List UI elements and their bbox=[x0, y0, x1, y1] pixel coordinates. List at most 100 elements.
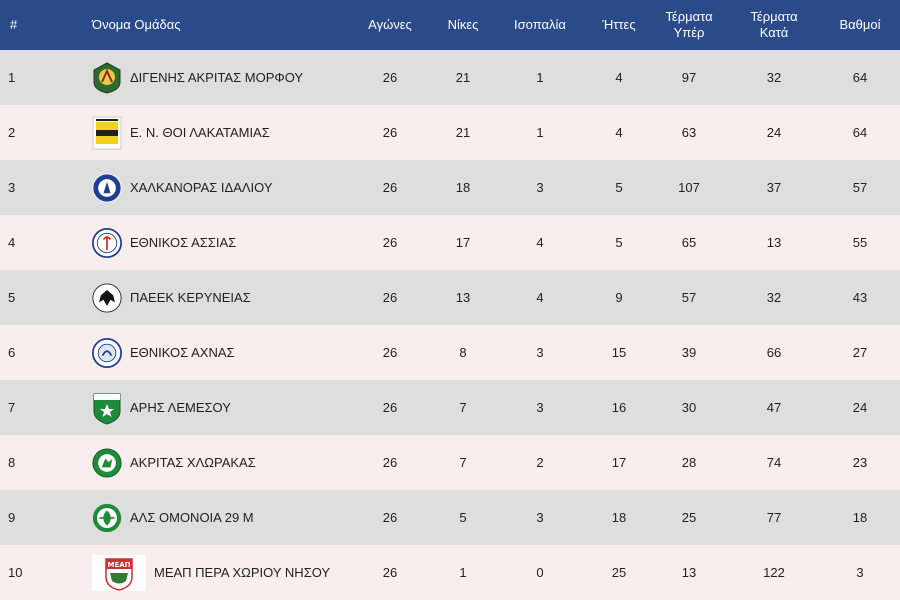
team-name[interactable]: Ε. Ν. ΘΟΙ ΛΑΚΑΤΑΜΙΑΣ bbox=[130, 125, 270, 140]
losses-cell: 25 bbox=[611, 565, 627, 580]
header-goals-against-line2: Κατά bbox=[759, 25, 789, 40]
goals-for-cell: 30 bbox=[681, 400, 697, 415]
table-row: 8 ΑΚΡΙΤΑΣ ΧΛΩΡΑΚΑΣ 26 7 2 17 28 bbox=[0, 435, 900, 490]
header-goals-against-line1: Τέρματα bbox=[750, 9, 798, 24]
table-row: 1 ΔΙΓΕΝΗΣ ΑΚΡΙΤΑΣ ΜΟΡΦΟΥ 26 21 1 4 bbox=[0, 50, 900, 105]
rank-cell: 9 bbox=[8, 510, 16, 525]
points-cell: 18 bbox=[852, 510, 868, 525]
team-cell: ΑΡΗΣ ΛΕΜΕΣΟΥ bbox=[46, 380, 346, 435]
points-cell: 27 bbox=[852, 345, 868, 360]
team-name[interactable]: ΕΘΝΙΚΟΣ ΑΧΝΑΣ bbox=[130, 345, 235, 360]
goals-for-cell: 97 bbox=[681, 70, 697, 85]
team-name[interactable]: ΜΕΑΠ ΠΕΡΑ ΧΩΡΙΟΥ ΝΗΣΟΥ bbox=[154, 565, 331, 580]
goals-against-cell: 47 bbox=[766, 400, 782, 415]
goals-against-cell: 74 bbox=[766, 455, 782, 470]
rank-cell: 2 bbox=[8, 125, 16, 140]
wins-cell: 5 bbox=[459, 510, 467, 525]
table-row: 10 ΜΕΑΠ ΜΕΑΠ ΠΕΡΑ ΧΩΡΙΟΥ ΝΗΣΟΥ bbox=[0, 545, 900, 600]
played-cell: 26 bbox=[382, 345, 398, 360]
rank-cell: 3 bbox=[8, 180, 16, 195]
team-cell: ΠΑΕΕΚ ΚΕΡΥΝΕΙΑΣ bbox=[46, 270, 346, 325]
points-cell: 55 bbox=[852, 235, 868, 250]
chalkanoras-logo-icon bbox=[92, 172, 122, 204]
table-row: 5 ΠΑΕΕΚ ΚΕΡΥΝΕΙΑΣ 26 13 4 9 57 32 43 bbox=[0, 270, 900, 325]
header-team: Όνομα Ομάδας bbox=[92, 17, 181, 32]
losses-cell: 15 bbox=[611, 345, 627, 360]
played-cell: 26 bbox=[382, 510, 398, 525]
goals-against-cell: 66 bbox=[766, 345, 782, 360]
header-rank: # bbox=[10, 17, 18, 32]
table-row: 2 Ε. Ν. ΘΟΙ ΛΑΚΑΤΑΜΙΑΣ 26 21 1 bbox=[0, 105, 900, 160]
played-cell: 26 bbox=[382, 565, 398, 580]
team-name[interactable]: ΕΘΝΙΚΟΣ ΑΣΣΙΑΣ bbox=[130, 235, 237, 250]
losses-cell: 5 bbox=[615, 235, 623, 250]
losses-cell: 4 bbox=[615, 70, 623, 85]
points-cell: 64 bbox=[852, 70, 868, 85]
points-cell: 23 bbox=[852, 455, 868, 470]
wins-cell: 17 bbox=[455, 235, 471, 250]
losses-cell: 4 bbox=[615, 125, 623, 140]
draws-cell: 4 bbox=[536, 290, 544, 305]
played-cell: 26 bbox=[382, 290, 398, 305]
ethnikos-achnas-logo-icon bbox=[92, 337, 122, 369]
rank-cell: 6 bbox=[8, 345, 16, 360]
goals-for-cell: 107 bbox=[678, 180, 700, 195]
team-name[interactable]: ΔΙΓΕΝΗΣ ΑΚΡΙΤΑΣ ΜΟΡΦΟΥ bbox=[130, 70, 304, 85]
rank-cell: 5 bbox=[8, 290, 16, 305]
draws-cell: 1 bbox=[536, 70, 544, 85]
rank-cell: 1 bbox=[8, 70, 16, 85]
header-goals-for-line1: Τέρματα bbox=[665, 9, 713, 24]
goals-against-cell: 32 bbox=[766, 70, 782, 85]
team-cell: ΜΕΑΠ ΜΕΑΠ ΠΕΡΑ ΧΩΡΙΟΥ ΝΗΣΟΥ bbox=[46, 545, 346, 600]
team-cell: ΕΘΝΙΚΟΣ ΑΣΣΙΑΣ bbox=[46, 215, 346, 270]
paeek-logo-icon bbox=[92, 282, 122, 314]
table-row: 7 ΑΡΗΣ ΛΕΜΕΣΟΥ 26 7 3 16 30 4 bbox=[0, 380, 900, 435]
goals-for-cell: 28 bbox=[681, 455, 697, 470]
goals-against-cell: 32 bbox=[766, 290, 782, 305]
rank-cell: 4 bbox=[8, 235, 16, 250]
header-goals-against: Τέρματα Κατά bbox=[728, 0, 820, 50]
played-cell: 26 bbox=[382, 125, 398, 140]
draws-cell: 4 bbox=[536, 235, 544, 250]
draws-cell: 3 bbox=[536, 345, 544, 360]
played-cell: 26 bbox=[382, 235, 398, 250]
losses-cell: 18 bbox=[611, 510, 627, 525]
akritas-logo-icon bbox=[92, 447, 122, 479]
aris-logo-icon bbox=[92, 392, 122, 425]
header-points: Βαθμοί bbox=[839, 17, 881, 32]
points-cell: 64 bbox=[852, 125, 868, 140]
goals-for-cell: 25 bbox=[681, 510, 697, 525]
wins-cell: 8 bbox=[459, 345, 467, 360]
wins-cell: 1 bbox=[459, 565, 467, 580]
losses-cell: 9 bbox=[615, 290, 623, 305]
rank-cell: 8 bbox=[8, 455, 16, 470]
team-name[interactable]: ΑΡΗΣ ΛΕΜΕΣΟΥ bbox=[130, 400, 231, 415]
team-name[interactable]: ΧΑΛΚΑΝΟΡΑΣ ΙΔΑΛΙΟΥ bbox=[130, 180, 273, 195]
goals-against-cell: 77 bbox=[766, 510, 782, 525]
wins-cell: 13 bbox=[455, 290, 471, 305]
goals-for-cell: 63 bbox=[681, 125, 697, 140]
header-losses: Ήττες bbox=[602, 17, 636, 32]
table-row: 9 ΑΛΣ ΟΜΟΝΟΙΑ 29 Μ 26 5 3 bbox=[0, 490, 900, 545]
meap-logo-icon: ΜΕΑΠ bbox=[92, 554, 146, 591]
table-row: 4 ΕΘΝΙΚΟΣ ΑΣΣΙΑΣ 26 17 4 5 65 bbox=[0, 215, 900, 270]
table-row: 6 ΕΘΝΙΚΟΣ ΑΧΝΑΣ 26 8 3 15 39 bbox=[0, 325, 900, 380]
team-name[interactable]: ΠΑΕΕΚ ΚΕΡΥΝΕΙΑΣ bbox=[130, 290, 251, 305]
team-cell: ΔΙΓΕΝΗΣ ΑΚΡΙΤΑΣ ΜΟΡΦΟΥ bbox=[46, 50, 346, 105]
goals-for-cell: 39 bbox=[681, 345, 697, 360]
goals-for-cell: 13 bbox=[681, 565, 697, 580]
wins-cell: 21 bbox=[455, 70, 471, 85]
table-row: 3 ΧΑΛΚΑΝΟΡΑΣ ΙΔΑΛΙΟΥ 26 18 3 5 107 bbox=[0, 160, 900, 215]
header-goals-for: Τέρματα Υπέρ bbox=[650, 0, 728, 50]
team-name[interactable]: ΑΚΡΙΤΑΣ ΧΛΩΡΑΚΑΣ bbox=[130, 455, 256, 470]
team-cell: ΑΛΣ ΟΜΟΝΟΙΑ 29 Μ bbox=[46, 490, 346, 545]
thoi-logo-icon bbox=[92, 116, 122, 149]
losses-cell: 17 bbox=[611, 455, 627, 470]
played-cell: 26 bbox=[382, 400, 398, 415]
ethnikos-assias-logo-icon bbox=[92, 227, 122, 259]
losses-cell: 16 bbox=[611, 400, 627, 415]
team-name[interactable]: ΑΛΣ ΟΜΟΝΟΙΑ 29 Μ bbox=[130, 510, 254, 525]
goals-against-cell: 122 bbox=[763, 565, 785, 580]
wins-cell: 7 bbox=[459, 400, 467, 415]
